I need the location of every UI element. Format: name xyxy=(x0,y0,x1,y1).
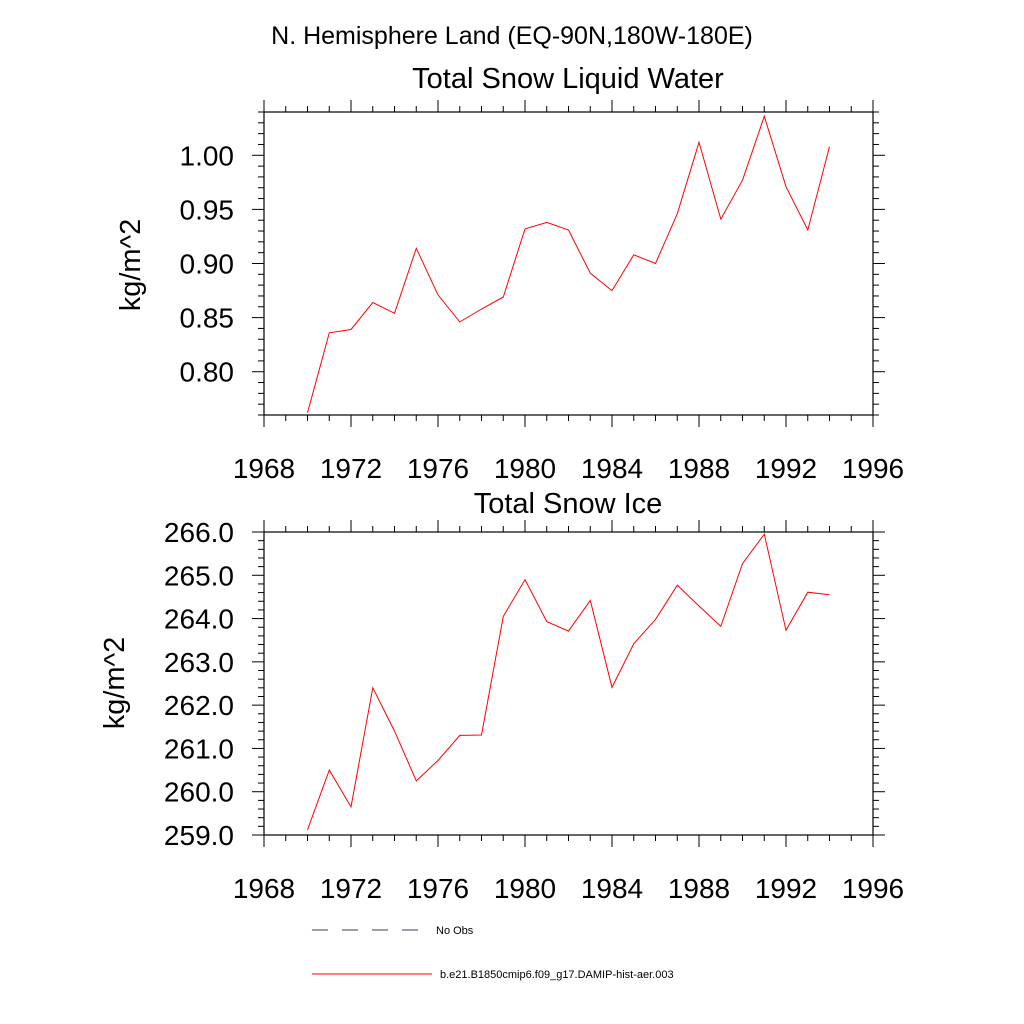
y-tick-labels: 0.80 0.85 0.90 0.95 1.00 xyxy=(180,140,235,387)
chart-title: Total Snow Liquid Water xyxy=(412,63,724,95)
y-tick-labels: 259.0 260.0 261.0 262.0 263.0 264.0 265.0 266.0 xyxy=(164,517,234,851)
x-tick-label: 1972 xyxy=(320,873,382,904)
legend: No Obs b.e21.B1850cmip6.f09_g17.DAMIP-hi… xyxy=(312,925,674,981)
x-tick-label: 1988 xyxy=(668,453,730,484)
x-tick-label: 1968 xyxy=(233,873,295,904)
x-tick-label: 1984 xyxy=(581,873,643,904)
series-line xyxy=(307,114,830,413)
legend-label-no-obs: No Obs xyxy=(436,925,474,937)
y-tick-label: 259.0 xyxy=(164,820,234,851)
x-tick-label: 1984 xyxy=(581,453,643,484)
figure-title: N. Hemisphere Land (EQ-90N,180W-180E) xyxy=(271,22,753,50)
series-line xyxy=(307,533,830,830)
y-tick-label: 261.0 xyxy=(164,733,234,764)
x-tick-label: 1972 xyxy=(320,453,382,484)
plot-frame xyxy=(263,111,874,416)
x-tick-label: 1980 xyxy=(494,453,556,484)
y-tick-label: 0.85 xyxy=(180,303,235,334)
x-tick-label: 1996 xyxy=(842,873,904,904)
y-tick-label: 264.0 xyxy=(164,604,234,635)
panel-snow-ice: Total Snow Ice kg/m^2 259.0 260.0 261.0 262… xyxy=(99,488,904,904)
y-tick-label: 0.95 xyxy=(180,194,235,225)
y-tick-label: 0.90 xyxy=(180,249,235,280)
y-axis-label: kg/m^2 xyxy=(115,219,147,312)
y-tick-label: 262.0 xyxy=(164,690,234,721)
y-tick-label: 263.0 xyxy=(164,647,234,678)
y-axis-label: kg/m^2 xyxy=(99,637,131,730)
x-tick-labels: 1968 1972 1976 1980 1984 1988 1992 1996 xyxy=(233,873,904,904)
x-tick-labels: 1968 1972 1976 1980 1984 1988 1992 1996 xyxy=(233,453,904,484)
x-tick-label: 1996 xyxy=(842,453,904,484)
y-tick-label: 0.80 xyxy=(180,357,235,388)
legend-label-model: b.e21.B1850cmip6.f09_g17.DAMIP-hist-aer.… xyxy=(440,969,674,981)
x-tick-label: 1988 xyxy=(668,873,730,904)
x-tick-label: 1992 xyxy=(755,453,817,484)
x-tick-label: 1976 xyxy=(407,873,469,904)
x-tick-label: 1980 xyxy=(494,873,556,904)
x-tick-label: 1968 xyxy=(233,453,295,484)
y-tick-label: 260.0 xyxy=(164,777,234,808)
x-tick-label: 1976 xyxy=(407,453,469,484)
tick-marks xyxy=(252,520,885,847)
y-tick-label: 266.0 xyxy=(164,517,234,548)
chart-title: Total Snow Ice xyxy=(474,488,663,520)
x-tick-label: 1992 xyxy=(755,873,817,904)
y-tick-label: 1.00 xyxy=(180,140,235,171)
panel-snow-liquid-water: Total Snow Liquid Water kg/m^2 0.800.850… xyxy=(115,63,904,484)
y-tick-label: 265.0 xyxy=(164,560,234,591)
tick-marks xyxy=(252,100,885,427)
plot-frame xyxy=(263,531,874,836)
